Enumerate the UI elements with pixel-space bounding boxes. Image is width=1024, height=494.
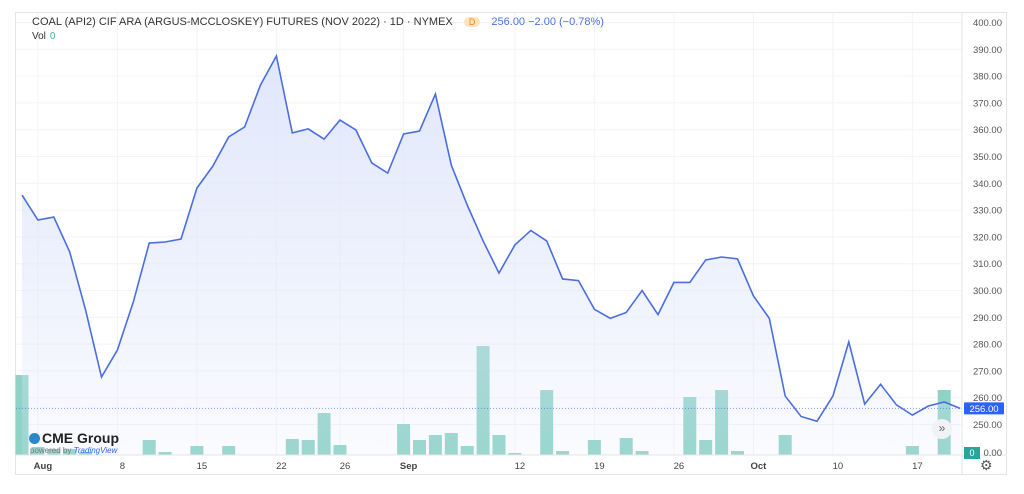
quote: 256.00 −2.00 (−0.78%) <box>491 16 604 28</box>
y-tick-label: 290.00 <box>973 313 1002 324</box>
x-tick-label: 10 <box>833 461 844 472</box>
last-price-badge <box>964 402 1004 415</box>
powered-by[interactable]: powered by TradingView <box>30 446 117 455</box>
y-tick-label: 320.00 <box>973 232 1002 243</box>
x-tick-label: 12 <box>515 461 526 472</box>
y-tick-label: 270.00 <box>973 366 1002 377</box>
y-tick-label: 280.00 <box>973 340 1002 351</box>
powered-by-text: powered by <box>30 446 72 455</box>
y-tick-label: 250.00 <box>973 420 1002 431</box>
last-price-label: 256.00 <box>969 404 998 415</box>
y-tick-label: 390.00 <box>973 45 1002 56</box>
x-tick-label: Aug <box>34 461 53 472</box>
x-tick-label: 8 <box>120 461 125 472</box>
y-tick-label: 330.00 <box>973 206 1002 217</box>
y-tick-label: 400.00 <box>973 18 1002 29</box>
y-tick-label: 360.00 <box>973 125 1002 136</box>
volume-legend: Vol 0 <box>32 31 55 42</box>
x-tick-label: 17 <box>912 461 923 472</box>
x-tick-label: 15 <box>197 461 208 472</box>
y-tick-label: 380.00 <box>973 72 1002 83</box>
interval[interactable]: 1D <box>389 16 404 28</box>
vol-label: Vol <box>32 31 46 42</box>
delayed-badge: D <box>463 17 481 27</box>
cme-logo: CME Group <box>29 430 119 446</box>
globe-icon <box>29 433 40 444</box>
x-tick-label: 22 <box>276 461 287 472</box>
double-chevron-right-icon: » <box>938 421 946 435</box>
y-tick-label: 260.00 <box>973 393 1002 404</box>
chart-frame <box>15 12 1007 475</box>
price-area <box>22 56 961 455</box>
tradingview-link[interactable]: TradingView <box>73 446 118 455</box>
price-line <box>21 53 961 423</box>
symbol-title: COAL (API2) CIF ARA (ARGUS-MCCLOSKEY) FU… <box>32 16 380 28</box>
x-tick-label: Oct <box>750 461 767 472</box>
logo-text: CME Group <box>42 430 119 446</box>
y-tick-label: 350.00 <box>973 152 1002 163</box>
x-tick-label: 19 <box>594 461 605 472</box>
chart-legend: COAL (API2) CIF ARA (ARGUS-MCCLOSKEY) FU… <box>32 16 604 28</box>
gear-icon[interactable]: ⚙ <box>980 457 993 473</box>
vol-value: 0 <box>49 31 56 42</box>
y-tick-label: 340.00 <box>973 179 1002 190</box>
volume-axis-label: 0.00 <box>984 448 1003 459</box>
last-volume-badge <box>964 447 980 459</box>
exchange: NYMEX <box>413 16 453 28</box>
x-tick-label: 26 <box>674 461 685 472</box>
last-volume-label: 0 <box>969 448 974 458</box>
y-tick-label: 370.00 <box>973 98 1002 109</box>
x-tick-label: Sep <box>400 461 418 472</box>
y-tick-label: 310.00 <box>973 259 1002 270</box>
scroll-to-latest-button[interactable]: » <box>932 419 952 439</box>
y-tick-label: 300.00 <box>973 286 1002 297</box>
x-tick-label: 26 <box>340 461 351 472</box>
